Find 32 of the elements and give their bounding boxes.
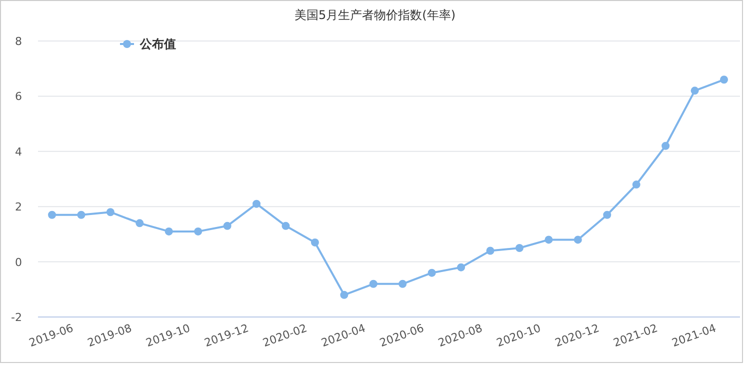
y-tick-label: 4 [15, 145, 22, 158]
y-tick-label: 0 [15, 256, 22, 269]
point [486, 246, 494, 255]
point [77, 210, 86, 219]
point [603, 210, 612, 219]
y-tick-label: 6 [15, 90, 22, 104]
point [310, 238, 319, 246]
point [428, 268, 436, 277]
point [282, 222, 290, 230]
point [544, 236, 553, 244]
point [369, 280, 378, 288]
point [340, 290, 348, 299]
point [515, 244, 524, 252]
point [690, 86, 699, 95]
chart-title: 美国5月生产者物价指数(年率) [294, 8, 456, 22]
point [632, 180, 640, 189]
point [457, 263, 466, 272]
point [223, 222, 232, 230]
point [48, 210, 56, 219]
point [252, 200, 261, 208]
point [574, 236, 582, 244]
point [164, 227, 173, 236]
y-tick-label: 8 [15, 35, 22, 48]
point [398, 280, 407, 288]
y-tick-label: 2 [15, 200, 22, 214]
point [136, 219, 144, 228]
point [106, 208, 114, 216]
y-tick-label: -2 [11, 311, 22, 324]
legend-label: 公布值 [139, 37, 176, 51]
point [720, 76, 728, 84]
point [662, 142, 670, 150]
point [194, 227, 202, 236]
